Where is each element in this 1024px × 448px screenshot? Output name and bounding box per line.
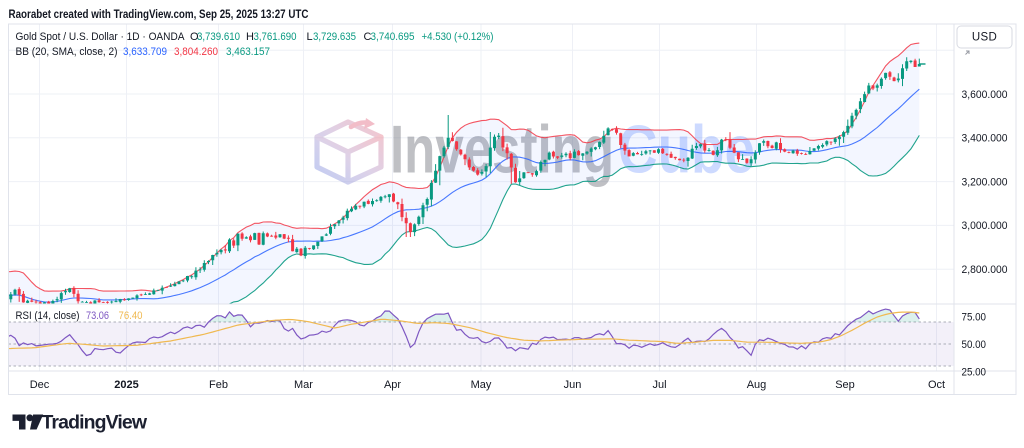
svg-text:Oct: Oct <box>928 379 945 391</box>
svg-text:Aug: Aug <box>747 379 767 391</box>
svg-text:50.00: 50.00 <box>962 339 987 351</box>
svg-text:3,761.690: 3,761.690 <box>254 31 297 43</box>
svg-text:Jul: Jul <box>652 379 666 391</box>
svg-text:76.40: 76.40 <box>119 310 143 322</box>
svg-text:BB (20, SMA, close, 2): BB (20, SMA, close, 2) <box>16 46 118 58</box>
svg-text:Feb: Feb <box>209 379 228 391</box>
svg-text:73.06: 73.06 <box>86 310 109 322</box>
svg-text:H: H <box>246 31 254 43</box>
svg-text:2025: 2025 <box>114 379 138 391</box>
svg-text:Jun: Jun <box>564 379 582 391</box>
svg-text:Raorabet created with TradingV: Raorabet created with TradingView.com, S… <box>9 9 309 21</box>
svg-text:3,000.000: 3,000.000 <box>962 220 1008 232</box>
svg-text:C: C <box>364 31 372 43</box>
svg-text:3,729.635: 3,729.635 <box>313 31 356 43</box>
svg-text:3,633.709: 3,633.709 <box>123 46 167 58</box>
svg-text:2,800.000: 2,800.000 <box>962 264 1008 276</box>
svg-text:3,740.695: 3,740.695 <box>371 31 415 43</box>
svg-text:Gold Spot / U.S. Dollar · 1D ·: Gold Spot / U.S. Dollar · 1D · OANDA <box>16 31 186 43</box>
svg-text:3,739.610: 3,739.610 <box>197 31 240 43</box>
svg-text:25.00: 25.00 <box>962 366 987 378</box>
svg-text:3,804.260: 3,804.260 <box>174 46 218 58</box>
svg-text:Apr: Apr <box>384 379 401 391</box>
svg-text:Investing: Investing <box>390 112 614 188</box>
svg-text:TradingView: TradingView <box>42 412 148 434</box>
svg-text:3,600.000: 3,600.000 <box>962 89 1008 101</box>
svg-text:Sep: Sep <box>835 379 855 391</box>
svg-text:May: May <box>471 379 492 391</box>
svg-text:Dec: Dec <box>30 379 50 391</box>
svg-text:3,400.000: 3,400.000 <box>962 133 1008 145</box>
svg-text:RSI (14, close): RSI (14, close) <box>16 310 80 322</box>
svg-text:USD: USD <box>972 32 997 44</box>
svg-text:3,463.157: 3,463.157 <box>226 46 270 58</box>
svg-text:75.00: 75.00 <box>962 311 987 323</box>
svg-text:3,200.000: 3,200.000 <box>962 176 1008 188</box>
svg-text:Cube: Cube <box>618 112 755 188</box>
svg-text:L: L <box>307 31 313 43</box>
svg-text:+4.530 (+0.12%): +4.530 (+0.12%) <box>422 31 494 43</box>
svg-text:O: O <box>190 31 199 43</box>
svg-text:Mar: Mar <box>294 379 313 391</box>
